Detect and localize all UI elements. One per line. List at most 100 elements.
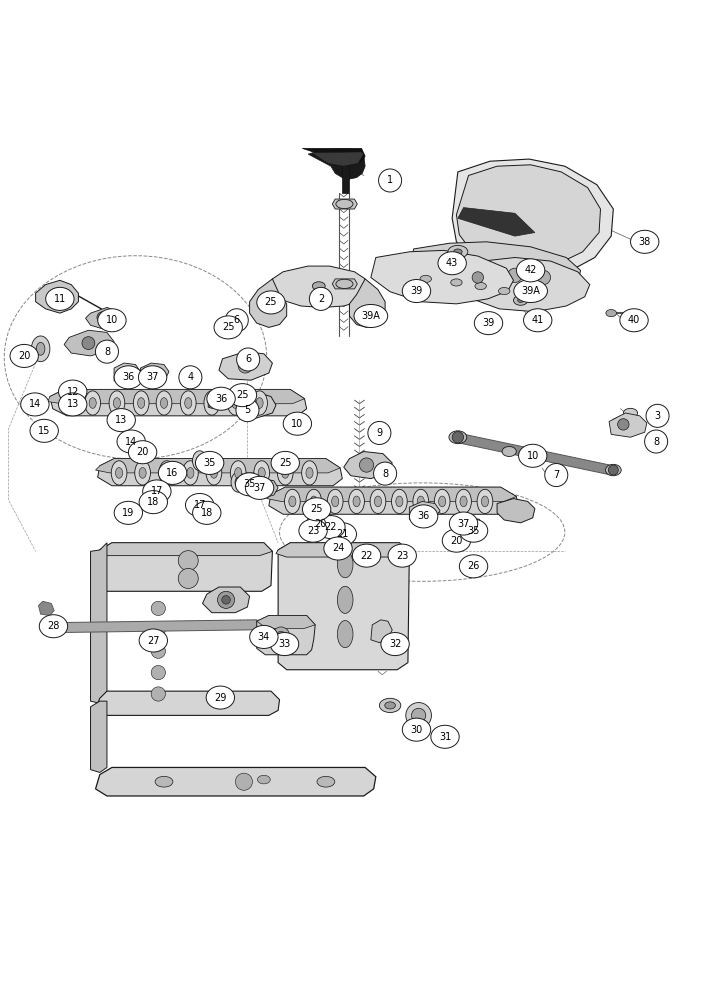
Text: 22: 22 [360,551,373,561]
Ellipse shape [62,391,77,415]
Ellipse shape [518,298,523,302]
Ellipse shape [352,544,381,567]
Polygon shape [95,459,340,473]
Text: 35: 35 [243,479,256,489]
Circle shape [97,312,108,323]
Ellipse shape [606,310,616,317]
Ellipse shape [95,340,118,363]
Text: 20: 20 [315,519,327,529]
Text: 32: 32 [389,639,401,649]
Polygon shape [95,767,376,796]
Polygon shape [250,479,278,499]
Polygon shape [97,543,272,591]
Ellipse shape [235,478,241,487]
Ellipse shape [258,468,266,478]
Text: 1: 1 [387,175,393,185]
Ellipse shape [353,496,360,507]
Polygon shape [456,165,601,270]
Polygon shape [410,242,581,300]
Ellipse shape [185,398,192,408]
Text: 15: 15 [38,426,50,436]
Ellipse shape [317,776,335,787]
Ellipse shape [435,489,450,514]
Ellipse shape [271,451,299,474]
Ellipse shape [624,408,637,418]
Ellipse shape [332,496,339,507]
Ellipse shape [113,398,120,408]
Circle shape [452,432,463,443]
Polygon shape [342,165,349,193]
Ellipse shape [236,473,263,496]
Text: 12: 12 [67,387,79,397]
Ellipse shape [516,259,545,282]
Text: 35: 35 [468,526,480,536]
Polygon shape [48,389,304,404]
Text: 39A: 39A [521,286,540,296]
Ellipse shape [431,725,459,748]
Polygon shape [203,587,250,613]
Text: 20: 20 [137,447,149,457]
Ellipse shape [475,282,486,290]
Polygon shape [371,250,513,304]
Text: 35: 35 [203,458,216,468]
Ellipse shape [211,468,218,478]
Ellipse shape [336,279,353,289]
Ellipse shape [248,401,261,409]
Ellipse shape [301,461,317,485]
Ellipse shape [302,498,331,521]
Text: 39: 39 [410,286,422,296]
Ellipse shape [306,489,321,514]
Text: 25: 25 [222,322,234,332]
Ellipse shape [193,451,207,471]
Text: 39: 39 [483,318,495,328]
Ellipse shape [523,291,535,298]
Text: 8: 8 [653,437,659,447]
Ellipse shape [474,312,503,335]
Ellipse shape [258,775,270,784]
Text: 19: 19 [122,508,135,518]
Text: 17: 17 [150,486,163,496]
Text: 6: 6 [233,315,240,325]
Text: 18: 18 [147,497,160,507]
Ellipse shape [289,496,296,507]
Ellipse shape [142,480,171,503]
Circle shape [178,551,198,571]
Polygon shape [459,258,590,312]
Polygon shape [90,543,107,703]
Ellipse shape [159,461,175,485]
Polygon shape [349,279,385,327]
Ellipse shape [306,468,313,478]
Ellipse shape [117,430,145,453]
Ellipse shape [402,718,430,741]
Ellipse shape [462,524,468,533]
Text: 20: 20 [450,536,463,546]
Ellipse shape [160,398,168,408]
Ellipse shape [442,529,470,552]
Ellipse shape [155,776,173,787]
Ellipse shape [208,398,216,408]
Polygon shape [371,620,392,643]
Ellipse shape [195,451,224,474]
Ellipse shape [523,309,552,332]
Ellipse shape [379,169,402,192]
Circle shape [618,419,629,430]
Ellipse shape [231,461,246,485]
Text: 14: 14 [125,437,137,447]
Text: 10: 10 [526,451,539,461]
Circle shape [82,337,95,350]
Text: 4: 4 [188,372,193,382]
Polygon shape [497,499,535,523]
Ellipse shape [30,419,59,442]
Text: 23: 23 [396,551,408,561]
Ellipse shape [392,489,407,514]
Circle shape [272,627,289,644]
Ellipse shape [449,431,467,444]
Polygon shape [64,330,114,356]
Polygon shape [97,459,342,486]
Circle shape [178,568,198,588]
Ellipse shape [450,279,462,286]
Ellipse shape [10,344,39,367]
Ellipse shape [310,496,317,507]
Polygon shape [257,616,315,628]
Polygon shape [454,517,484,537]
